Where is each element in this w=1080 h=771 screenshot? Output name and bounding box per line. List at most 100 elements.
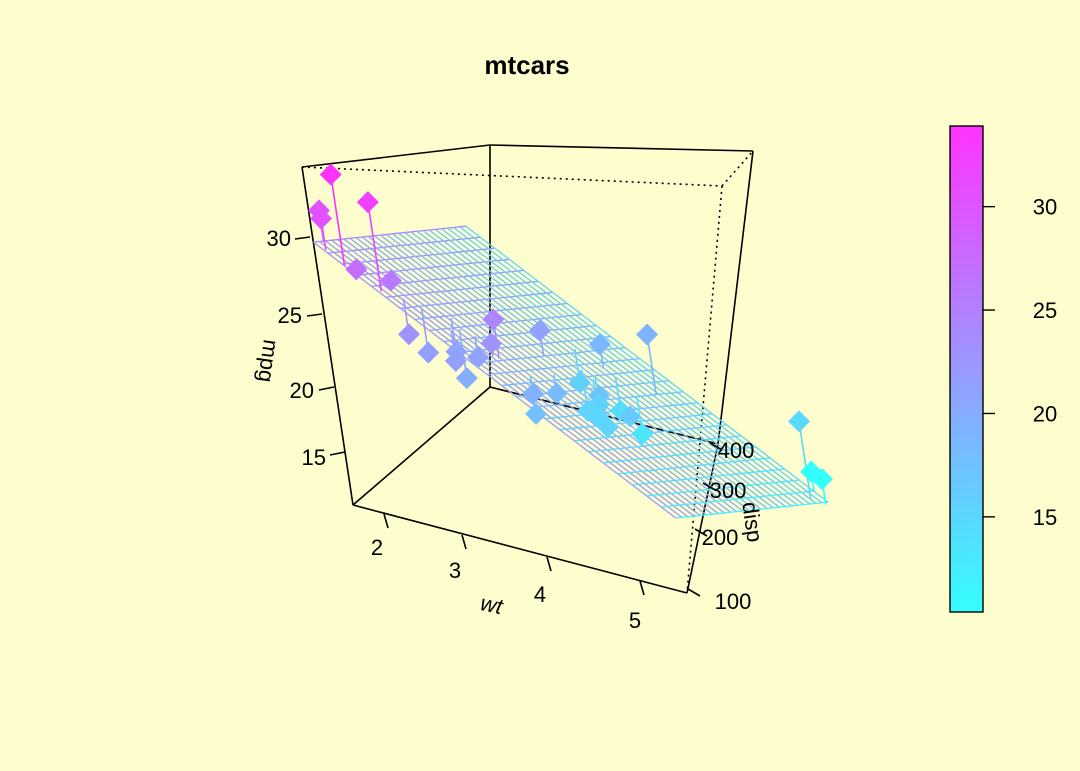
data-points	[307, 163, 833, 491]
data-point	[588, 333, 611, 356]
plane-grid-line	[343, 238, 707, 516]
plane-grid-line	[361, 236, 725, 514]
data-point	[636, 323, 659, 346]
plane-grid-line	[617, 457, 771, 475]
z-tick-label: 30	[267, 226, 291, 251]
box-back-edges	[301, 150, 754, 594]
plane-grid-line	[440, 228, 805, 506]
plane-grid-line	[410, 231, 774, 509]
plane-grid-line	[453, 226, 817, 504]
box-edge	[301, 144, 491, 168]
z-axis-label: mpg	[253, 338, 284, 384]
plane-grid-line	[465, 225, 829, 503]
plane-grid-line	[429, 313, 582, 332]
plane-grid-line	[367, 235, 731, 513]
plane-grid-line	[459, 226, 823, 504]
drop-line	[367, 201, 383, 292]
plane-grid-line	[661, 490, 814, 508]
plane-grid-line	[356, 258, 510, 276]
y-tick	[702, 482, 716, 491]
data-point	[345, 258, 368, 281]
plane-grid-line	[355, 237, 719, 515]
plane-grid-line	[675, 501, 829, 519]
box-edge	[686, 185, 723, 594]
colorbar-tick-label: 30	[1033, 195, 1057, 220]
drop-line	[646, 334, 658, 396]
data-point	[467, 346, 490, 369]
x-tick	[639, 580, 645, 596]
x-tick-label: 2	[371, 535, 383, 560]
colorbar-ticks: 15 20 25 30	[983, 195, 1057, 530]
plane-grid-line	[487, 357, 640, 376]
y-tick	[694, 528, 708, 537]
plane-grid-line	[386, 233, 750, 511]
data-point	[528, 319, 551, 342]
data-point	[631, 422, 654, 445]
plane-grid-line	[319, 240, 683, 518]
data-point	[397, 323, 420, 346]
colorbar-tick-label: 15	[1033, 505, 1057, 530]
colorbar-tick-label: 25	[1033, 298, 1057, 323]
plane-grid-line	[327, 236, 481, 254]
plane-grid-line	[447, 227, 811, 505]
plane-grid-line	[385, 280, 539, 298]
y-axis-label: disp	[737, 500, 767, 543]
y-tick	[709, 442, 723, 451]
plane-grid-line	[400, 291, 553, 309]
x-tick-label: 3	[449, 558, 461, 583]
data-point	[319, 163, 342, 186]
data-point	[480, 332, 503, 355]
box-edge	[301, 166, 723, 187]
box-edge	[352, 386, 491, 506]
chart-title: mtcars	[484, 50, 569, 80]
x-tick	[383, 513, 389, 529]
data-point	[568, 371, 591, 394]
data-point	[810, 468, 833, 491]
drop-line	[329, 174, 346, 266]
data-point	[455, 367, 478, 390]
plane-grid-line	[337, 239, 701, 516]
data-point	[307, 199, 330, 222]
data-point	[444, 349, 467, 372]
y-tick-label: 100	[715, 589, 752, 614]
plane-grid-line	[379, 234, 744, 512]
plane-grid-line	[325, 240, 689, 518]
y-tick-label: 300	[710, 478, 747, 503]
plane-grid-line	[312, 241, 677, 519]
x-tick	[461, 534, 467, 550]
colorbar-tick-label: 20	[1033, 401, 1057, 426]
x-tick-label: 5	[629, 608, 641, 633]
y-axis: 100 200 300 400 disp	[687, 438, 768, 614]
plane-grid-line	[342, 247, 495, 265]
data-point	[482, 308, 505, 331]
data-point	[788, 410, 811, 433]
z-tick	[329, 451, 346, 456]
y-tick-label: 400	[718, 438, 755, 463]
y-tick-label: 200	[702, 525, 739, 550]
data-point	[356, 191, 379, 214]
regression-plane	[312, 225, 829, 519]
z-tick-label: 15	[302, 445, 326, 470]
plane-grid-line	[313, 225, 466, 243]
data-point	[379, 269, 402, 292]
plane-grid-line	[416, 230, 780, 508]
data-point	[619, 405, 642, 428]
z-tick	[306, 313, 323, 317]
data-point	[587, 406, 610, 429]
colorbar-gradient	[949, 125, 984, 613]
z-tick	[294, 236, 311, 240]
plane-grid-line	[398, 232, 762, 510]
plane-grid-line	[434, 228, 799, 506]
plane-grid-line	[373, 235, 738, 513]
box-edge	[301, 166, 354, 506]
plane-grid-line	[646, 479, 800, 497]
box-edge	[489, 144, 754, 152]
plane-grid-line	[530, 391, 684, 409]
plane-grid-line	[588, 435, 742, 453]
data-point	[545, 382, 568, 405]
plane-grid-line	[443, 324, 597, 343]
z-tick-label: 25	[278, 303, 302, 328]
plane-grid-line	[428, 229, 792, 507]
